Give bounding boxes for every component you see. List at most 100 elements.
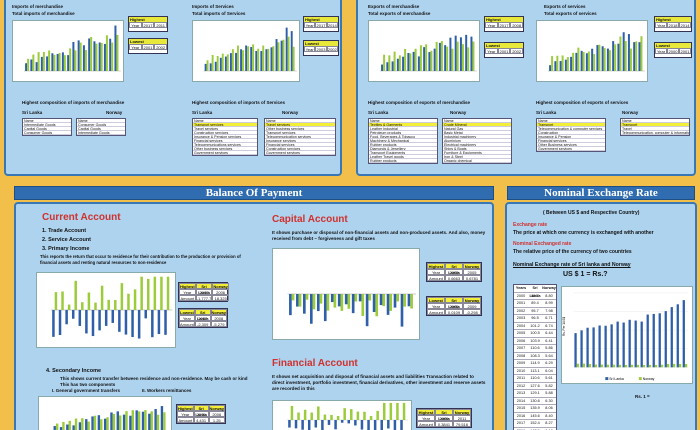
fx-cell: 2013 (516, 391, 526, 395)
mini-bar (598, 44, 601, 71)
mini-bar (144, 410, 147, 430)
fx-cell: 135.9 (530, 406, 540, 410)
mini-bar (354, 420, 357, 426)
fx-bar-norway (630, 364, 634, 368)
mini-bar (148, 413, 151, 430)
financial-account-title: Financial Account (272, 358, 358, 369)
mini-bar (297, 412, 300, 420)
mini-bar (373, 420, 377, 430)
mini-bar (255, 51, 258, 71)
mini-bar (330, 414, 333, 420)
mini-bar (58, 310, 62, 336)
mini-bar (98, 42, 101, 71)
mini-bar (87, 421, 90, 430)
exports-sl-table: Name Textiles & Garments Leather Industria… (368, 118, 438, 164)
fx-cell: 5.64 (545, 353, 553, 358)
mini-bar (414, 48, 417, 71)
mini-bar (46, 56, 49, 71)
mini-bar (388, 55, 391, 71)
exports-sl-label: Sri Lanka (368, 110, 389, 115)
mini-bar (104, 310, 108, 326)
fx-nominal-title: Nominal Exchanged rate (513, 241, 572, 247)
fx-cell: 89.4 (531, 301, 539, 305)
fx-cell: 162.5 (528, 428, 542, 430)
mini-bar (93, 415, 97, 430)
mini-bar (559, 61, 562, 71)
mini-bar (84, 50, 87, 71)
fx-bar-sri-lanka (610, 324, 613, 368)
mini-bar (78, 422, 82, 430)
mini-bar (291, 294, 295, 301)
mini-bar (603, 48, 606, 71)
mini-bar (90, 36, 93, 71)
mini-bar (593, 54, 596, 71)
mini-bar (118, 310, 121, 332)
fx-cell: 145.6 (530, 413, 540, 418)
fx-cell: 2012 (516, 383, 526, 388)
fx-bar-norway (654, 364, 658, 368)
mini-bar (412, 51, 415, 71)
mini-bar (402, 56, 405, 71)
fx-cell: 2015 (516, 406, 526, 410)
fx-cell: 2006 (516, 338, 526, 343)
mini-bar (110, 412, 113, 430)
mini-bar (32, 54, 35, 71)
mini-bar (214, 61, 217, 71)
mini-bar (454, 35, 457, 71)
fx-table-row: 2012 127.6 5.82 (514, 383, 556, 390)
secondary-i: I. General government transfers (52, 388, 121, 393)
mini-bar (72, 425, 75, 430)
mini-bar (61, 291, 64, 310)
mini-bar (68, 420, 71, 430)
imports-highest-merch: Highest composition of imports of mercha… (22, 100, 125, 105)
mini-bar (375, 294, 379, 317)
mini-bar (309, 294, 313, 324)
imports-serv-sl-label: Sri Lanka (192, 110, 213, 115)
mini-bar (554, 61, 557, 71)
fx-cell: 6.74 (545, 323, 553, 328)
fx-bar-sri-lanka (622, 322, 625, 368)
mini-bar (282, 39, 285, 71)
fx-cell: 2001 (516, 301, 526, 305)
mini-bar (612, 41, 615, 71)
mini-bar (624, 41, 627, 71)
mini-bar (404, 48, 407, 71)
fx-cell: 6.44 (545, 331, 553, 335)
fx-bar-norway (612, 364, 616, 368)
imports-merch-lowest: Lowest Year 2001 2002 (128, 38, 168, 54)
exports-merch-sub: Total exports of merchandise (368, 11, 431, 16)
fx-cell: 5.61 (545, 376, 553, 380)
mini-bar (379, 294, 383, 306)
imports-no-label: Norway (106, 110, 123, 115)
mini-bar (389, 294, 393, 311)
imports-serv-title: Imports of Services (192, 4, 234, 9)
fx-table-title: Nominal Exchange rate of Sri lanka and N… (513, 262, 631, 268)
mini-bar (467, 47, 470, 71)
mini-bar (350, 409, 353, 420)
imports-merch-sub: Total imports of merchandise (12, 11, 75, 16)
mini-bar (430, 50, 433, 71)
mini-bar (400, 294, 404, 327)
fx-bar-sri-lanka (682, 300, 685, 368)
exports-serv-highest: Highest Year 2018 2014 (654, 16, 692, 32)
mini-bar (387, 420, 390, 429)
mini-bar (88, 38, 91, 71)
fx-cell: 6.41 (545, 338, 553, 343)
mini-bar (396, 294, 399, 302)
fx-legend-label: Norway (643, 377, 655, 381)
mini-bar (157, 310, 161, 335)
bop-banner: Balance Of Payment (14, 186, 494, 200)
fx-cell: 8.80 (545, 293, 553, 298)
mini-bar (82, 45, 85, 71)
mini-bar (305, 294, 309, 300)
mini-bar (301, 420, 304, 430)
fx-subtitle: ( Between US $ and Respective Country) (543, 210, 640, 216)
fx-bar-sri-lanka (646, 314, 649, 368)
mini-bar (87, 292, 91, 310)
mini-bar (465, 34, 468, 71)
secondary-title: 4. Secondary Income (46, 368, 102, 374)
mini-bar (163, 412, 166, 430)
mini-bar (127, 293, 130, 310)
mini-bar (135, 410, 138, 430)
mini-bar (354, 294, 358, 302)
